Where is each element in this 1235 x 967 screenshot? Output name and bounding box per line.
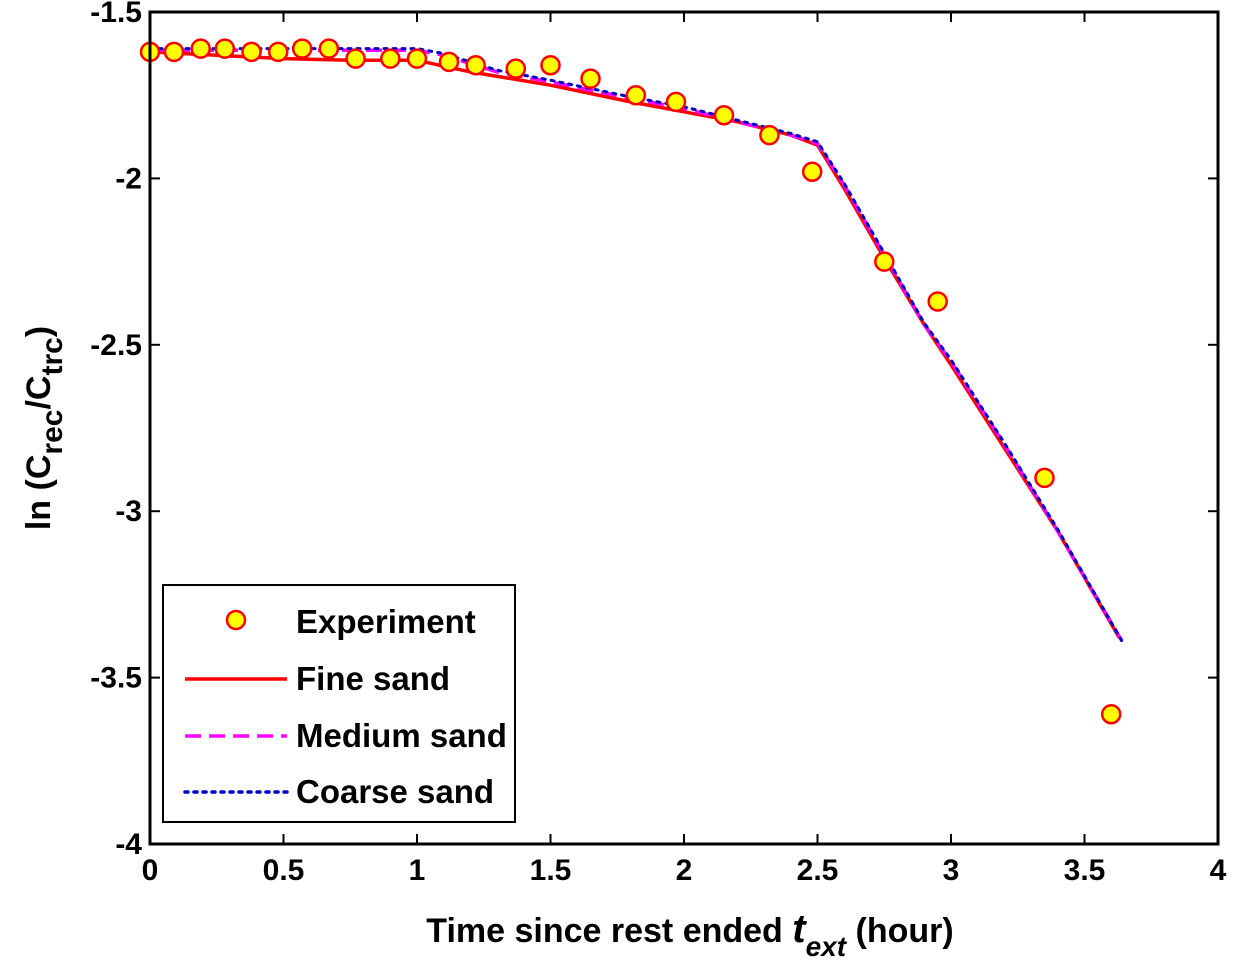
- plot-area: [139, 38, 1124, 725]
- legend-label: Fine sand: [296, 660, 450, 697]
- data-point-experiment: [580, 68, 601, 89]
- x-tick-label: 1: [409, 854, 426, 887]
- y-tick-label: -4: [115, 828, 142, 861]
- x-axis-label-unit: (hour): [846, 912, 954, 950]
- y-tick-label: -3: [115, 495, 142, 528]
- y-axis-label-sub2: trc: [36, 337, 69, 375]
- data-point-experiment: [163, 41, 185, 63]
- legend: Experiment Fine sand Medium sand Coarse san…: [162, 584, 516, 823]
- legend-marker: [225, 609, 247, 631]
- data-point-experiment: [318, 38, 340, 59]
- data-point-experiment: [665, 91, 687, 113]
- legend-label: Experiment: [296, 603, 476, 640]
- legend-item-fine-sand: Fine sand: [185, 660, 450, 697]
- data-point-experiment: [438, 51, 460, 73]
- y-axis-label-suffix: ): [20, 326, 58, 337]
- y-tick-label: -2.5: [90, 329, 142, 362]
- data-point-experiment: [1034, 467, 1055, 489]
- legend-label: Coarse sand: [296, 773, 494, 810]
- x-axis-label: Time since rest ended text (hour): [426, 907, 953, 962]
- data-point-experiment: [214, 38, 236, 59]
- data-point-experiment: [1100, 703, 1122, 725]
- x-tick-label: 3.5: [1064, 854, 1106, 887]
- x-axis-label-subscript: ext: [806, 931, 848, 962]
- y-axis-label-mid: /C: [20, 376, 58, 410]
- x-tick-label: 2.5: [797, 854, 839, 887]
- data-point-experiment: [625, 84, 647, 106]
- y-tick-label: -1.5: [90, 0, 142, 29]
- x-tick-label: 4: [1210, 854, 1227, 887]
- x-tick-label: 2: [676, 854, 693, 887]
- y-axis-label-sub1: rec: [36, 410, 69, 455]
- data-point-experiment: [874, 251, 895, 272]
- y-tick-label: -3.5: [90, 662, 142, 695]
- x-axis-label-main: Time since rest ended: [426, 912, 792, 950]
- data-point-experiment: [380, 48, 401, 69]
- data-point-experiment: [801, 161, 823, 182]
- data-point-experiment: [505, 58, 527, 79]
- legend-items: Experiment Fine sand Medium sand Coarse san…: [183, 603, 507, 810]
- data-point-experiment: [465, 54, 486, 76]
- data-point-experiment: [927, 291, 948, 312]
- y-axis-label: ln (Crec/Ctrc): [20, 326, 69, 530]
- data-point-experiment: [190, 38, 211, 59]
- data-point-experiment: [291, 38, 313, 59]
- x-tick-label: 0: [142, 854, 159, 887]
- legend-item-coarse-sand: Coarse sand: [183, 773, 494, 810]
- y-axis-label-prefix: ln (C: [20, 455, 58, 531]
- data-point-experiment: [345, 48, 366, 69]
- data-point-experiment: [759, 124, 780, 146]
- x-tick-label: 0.5: [263, 854, 305, 887]
- legend-item-experiment: Experiment: [225, 603, 476, 640]
- x-tick-label: 1.5: [530, 854, 572, 887]
- data-point-experiment: [713, 104, 735, 126]
- x-tick-label: 3: [943, 854, 960, 887]
- data-point-experiment: [267, 41, 289, 63]
- data-point-experiment: [406, 48, 428, 69]
- legend-label: Medium sand: [296, 717, 507, 754]
- data-point-experiment: [540, 54, 561, 76]
- data-point-experiment: [241, 41, 262, 63]
- legend-item-medium-sand: Medium sand: [185, 717, 507, 754]
- legend-box: [162, 584, 516, 823]
- y-tick-label: -2: [115, 162, 142, 195]
- x-axis-label-variable: t: [792, 907, 807, 951]
- series-line-coarse-sand: [148, 47, 1124, 643]
- axis-ticks: 0 0.5 1 1.5 2 2.5 3 3.5 4 -4 -3.5 -3 -2.5 -2 -1.5: [90, 0, 1226, 887]
